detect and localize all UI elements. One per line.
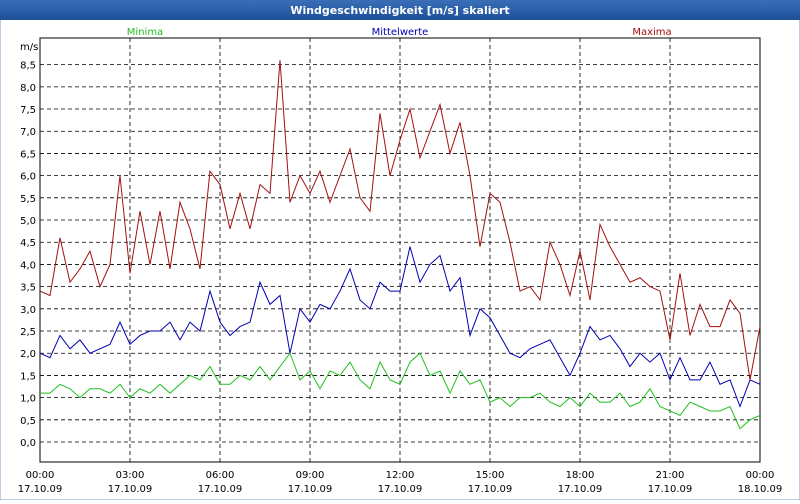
y-tick-label: 1,5	[20, 371, 36, 382]
y-tick-label: 5,5	[20, 194, 36, 205]
title-bar	[0, 0, 800, 20]
y-axis-label: m/s	[20, 42, 38, 53]
data-line	[39, 60, 761, 380]
y-tick-label: 8,5	[20, 61, 36, 72]
x-tick-label: 12:00 17.10.09	[378, 470, 423, 495]
x-tick-label: 15:00 17.10.09	[468, 470, 513, 495]
y-tick-label: 3,0	[20, 305, 36, 316]
y-tick-label: 6,0	[20, 172, 36, 183]
x-tick-label: 00:00 18.10.09	[738, 470, 783, 495]
y-tick-label: 5,0	[20, 216, 36, 227]
data-line	[39, 246, 761, 408]
x-tick-label: 09:00 17.10.09	[288, 470, 333, 495]
x-tick-label: 00:00 17.10.09	[18, 470, 63, 495]
x-tick-label: 03:00 17.10.09	[108, 470, 153, 495]
y-tick-label: 4,0	[20, 260, 36, 271]
y-tick-label: 6,5	[20, 149, 36, 160]
y-tick-label: 4,5	[20, 238, 36, 249]
legend-entry: Mittelwerte	[372, 27, 429, 38]
y-tick-label: 7,5	[20, 105, 36, 116]
legend-entry: Minima	[127, 27, 163, 38]
y-tick-label: 7,0	[20, 127, 36, 138]
x-tick-label: 18:00 17.10.09	[558, 470, 603, 495]
y-tick-label: 3,5	[20, 283, 36, 294]
x-tick-label: 21:00 17.10.09	[648, 470, 693, 495]
y-tick-label: 8,0	[20, 83, 36, 94]
y-tick-label: 1,0	[20, 394, 36, 405]
y-tick-label: 0,0	[20, 438, 36, 449]
chart-title: Windgeschwindigkeit [m/s] skaliert	[290, 4, 509, 17]
data-line	[40, 352, 761, 430]
y-tick-label: 2,0	[20, 349, 36, 360]
x-tick-label: 06:00 17.10.09	[198, 470, 243, 495]
y-tick-label: 2,5	[20, 327, 36, 338]
legend-entry: Maxima	[632, 27, 671, 38]
y-tick-label: 0,5	[20, 416, 36, 427]
